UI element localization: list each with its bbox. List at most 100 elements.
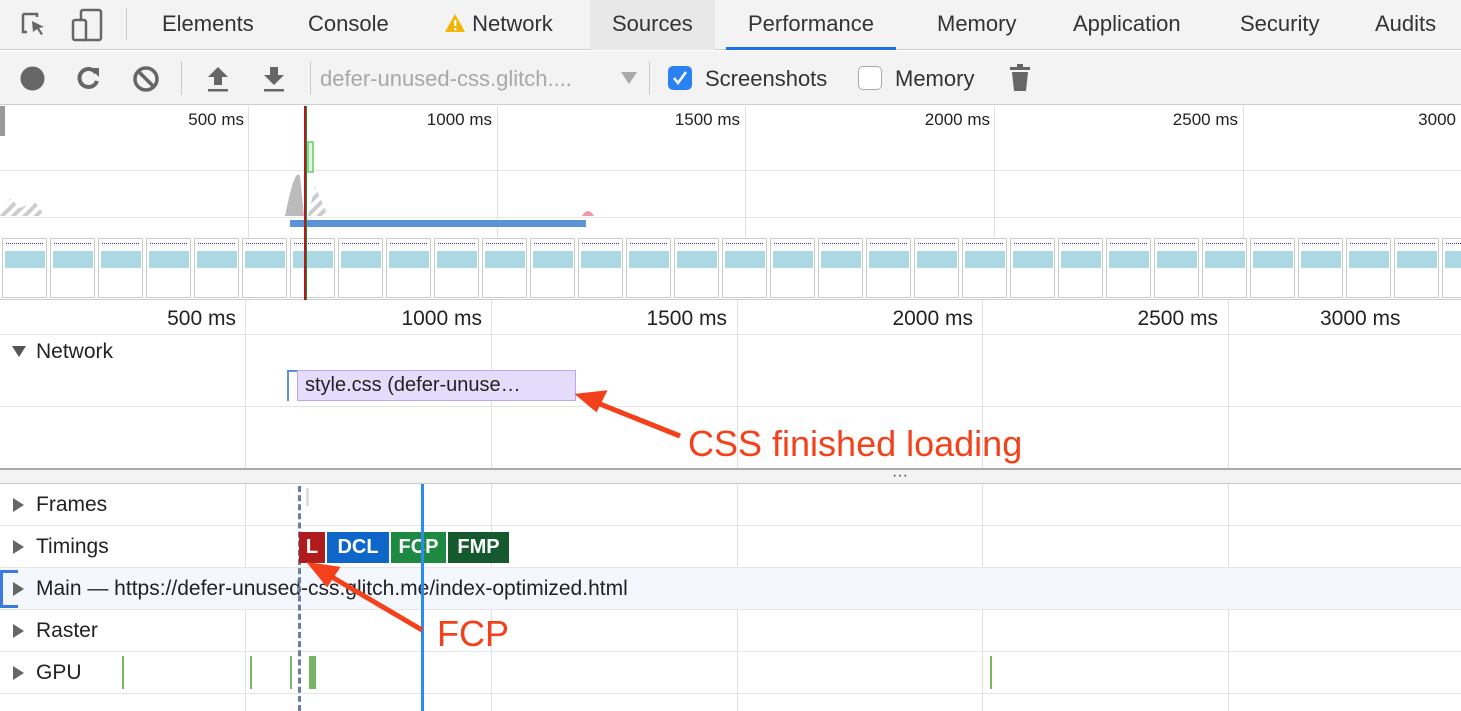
- screenshot-thumbnail[interactable]: [626, 238, 671, 298]
- expand-icon[interactable]: [13, 540, 24, 554]
- track-label: Raster: [36, 619, 98, 642]
- timing-marker-dcl[interactable]: DCL: [327, 532, 389, 563]
- load-marker-line: [304, 106, 306, 300]
- screenshots-label: Screenshots: [705, 66, 828, 91]
- device-toolbar-icon[interactable]: [70, 8, 104, 42]
- screenshot-thumbnail[interactable]: [1202, 238, 1247, 298]
- cpu-activity-chart: [0, 141, 594, 216]
- network-collapse-icon[interactable]: [12, 346, 26, 357]
- annotation-fcp: FCP: [437, 613, 509, 654]
- profile-select[interactable]: defer-unused-css.glitch....: [320, 66, 572, 91]
- memory-checkbox[interactable]: [858, 66, 882, 90]
- screenshot-thumbnail[interactable]: [674, 238, 719, 298]
- ruler-tick: 1500 ms: [646, 307, 727, 330]
- screenshot-thumbnail[interactable]: [290, 238, 335, 298]
- screenshots-checkbox[interactable]: [668, 66, 692, 90]
- tab-console[interactable]: Console: [308, 11, 389, 36]
- screenshot-thumbnail[interactable]: [578, 238, 623, 298]
- screenshot-thumbnail[interactable]: [1442, 238, 1461, 298]
- tab-application[interactable]: Application: [1073, 11, 1181, 36]
- tab-performance[interactable]: Performance: [726, 0, 896, 50]
- overview-tick: 1500 ms: [674, 110, 740, 129]
- screenshot-thumbnail[interactable]: [194, 238, 239, 298]
- screenshot-thumbnail[interactable]: [1250, 238, 1295, 298]
- screenshot-thumbnail[interactable]: [338, 238, 383, 298]
- screenshot-thumbnail[interactable]: [770, 238, 815, 298]
- record-icon[interactable]: [20, 66, 45, 91]
- screenshot-thumbnail[interactable]: [2, 238, 47, 298]
- screenshot-thumbnail[interactable]: [914, 238, 959, 298]
- screenshot-thumbnail[interactable]: [866, 238, 911, 298]
- track-gpu[interactable]: GPU: [0, 652, 1461, 694]
- flame-chart-area: 500 ms 1000 ms 1500 ms 2000 ms 2500 ms 3…: [0, 300, 1461, 469]
- ruler-tick: 2500 ms: [1137, 307, 1218, 330]
- screenshot-thumbnail[interactable]: [1298, 238, 1343, 298]
- inspect-element-icon[interactable]: [20, 11, 48, 39]
- ruler-tick: 500 ms: [167, 307, 236, 330]
- timing-marker-l[interactable]: L: [299, 532, 325, 563]
- navigation-start-marker: [298, 486, 301, 711]
- splitter-grip-icon[interactable]: ···: [892, 467, 908, 484]
- devtools-tab-bar: Elements Console Network Sources Perform…: [0, 0, 1461, 50]
- track-label: Main — https://defer-unused-css.glitch.m…: [36, 577, 628, 600]
- screenshot-thumbnail[interactable]: [1010, 238, 1055, 298]
- tab-elements[interactable]: Elements: [162, 11, 254, 36]
- screenshot-thumbnail[interactable]: [242, 238, 287, 298]
- screenshot-thumbnail[interactable]: [482, 238, 527, 298]
- expand-icon[interactable]: [13, 666, 24, 680]
- warning-icon: [445, 14, 465, 32]
- track-raster[interactable]: Raster: [0, 610, 1461, 652]
- screenshot-thumbnail[interactable]: [50, 238, 95, 298]
- annotation-css-finished: CSS finished loading: [688, 423, 1023, 464]
- track-main[interactable]: Main — https://defer-unused-css.glitch.m…: [0, 568, 1461, 610]
- load-profile-icon[interactable]: [206, 65, 230, 93]
- track-label: Frames: [36, 493, 108, 516]
- track-timings[interactable]: Timings: [0, 526, 1461, 568]
- screenshot-thumbnail[interactable]: [98, 238, 143, 298]
- screenshot-thumbnail[interactable]: [962, 238, 1007, 298]
- dropdown-arrow-icon[interactable]: [621, 72, 637, 84]
- network-overview-bar: [290, 220, 586, 227]
- expand-icon[interactable]: [13, 624, 24, 638]
- track-label: GPU: [36, 661, 82, 684]
- timeline-overview[interactable]: 500 ms 1000 ms 1500 ms 2000 ms 2500 ms 3…: [0, 106, 1461, 300]
- trash-icon[interactable]: [1009, 64, 1031, 92]
- reload-icon[interactable]: [76, 65, 102, 91]
- screenshot-thumbnail[interactable]: [434, 238, 479, 298]
- expand-icon[interactable]: [13, 582, 24, 596]
- screenshot-thumbnail[interactable]: [1154, 238, 1199, 298]
- track-label: Timings: [36, 535, 109, 558]
- cursor-line: [421, 484, 424, 711]
- network-track-label[interactable]: Network: [36, 340, 114, 363]
- screenshot-thumbnail[interactable]: [818, 238, 863, 298]
- network-request-style-css[interactable]: style.css (defer-unuse…: [297, 370, 576, 401]
- panel-splitter[interactable]: ···: [0, 468, 1461, 484]
- track-frames[interactable]: Frames: [0, 484, 1461, 526]
- screenshot-thumbnail[interactable]: [146, 238, 191, 298]
- screenshot-thumbnail[interactable]: [386, 238, 431, 298]
- tab-security[interactable]: Security: [1240, 11, 1320, 36]
- screenshot-thumbnail[interactable]: [1394, 238, 1439, 298]
- clear-icon[interactable]: [132, 65, 160, 93]
- ruler-tick: 3000 ms: [1320, 307, 1401, 330]
- overview-left-handle[interactable]: [0, 106, 5, 136]
- save-profile-icon[interactable]: [262, 65, 286, 93]
- timing-marker-fcp[interactable]: FCP: [391, 532, 446, 563]
- screenshot-thumbnail[interactable]: [1346, 238, 1391, 298]
- screenshot-thumbnail[interactable]: [1058, 238, 1103, 298]
- memory-label: Memory: [895, 66, 975, 91]
- tab-memory[interactable]: Memory: [937, 11, 1017, 36]
- expand-icon[interactable]: [13, 498, 24, 512]
- timing-marker-fmp[interactable]: FMP: [448, 532, 509, 563]
- overview-tick: 1000 ms: [426, 110, 492, 129]
- screenshot-thumbnail[interactable]: [530, 238, 575, 298]
- tab-sources[interactable]: Sources: [590, 0, 715, 50]
- tab-network-label: Network: [472, 11, 553, 36]
- screenshot-thumbnail[interactable]: [1106, 238, 1151, 298]
- fcp-marker-line: [306, 106, 307, 300]
- tab-network[interactable]: Network: [442, 0, 555, 50]
- screenshot-thumbnail[interactable]: [722, 238, 767, 298]
- checkmark-icon: [673, 71, 688, 86]
- tab-audits[interactable]: Audits: [1375, 11, 1437, 36]
- overview-tick: 2000 ms: [924, 110, 990, 129]
